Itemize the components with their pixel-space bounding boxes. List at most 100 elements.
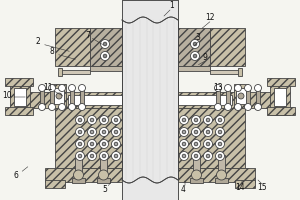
Bar — [5, 78, 33, 86]
Bar — [58, 68, 62, 76]
Bar — [90, 28, 122, 66]
Bar — [274, 88, 286, 106]
Bar — [216, 86, 220, 108]
Circle shape — [114, 118, 118, 122]
Text: 3: 3 — [196, 33, 200, 43]
Bar — [226, 86, 230, 108]
Circle shape — [179, 116, 188, 124]
Circle shape — [191, 128, 200, 136]
Circle shape — [217, 170, 226, 180]
Circle shape — [58, 84, 65, 92]
Circle shape — [79, 104, 86, 110]
Circle shape — [78, 154, 82, 158]
Circle shape — [214, 84, 221, 92]
Circle shape — [254, 84, 262, 92]
Circle shape — [215, 128, 224, 136]
Circle shape — [203, 140, 212, 148]
Bar — [52, 84, 66, 108]
Bar — [54, 88, 64, 104]
Bar — [122, 180, 178, 200]
Circle shape — [78, 118, 82, 122]
Bar — [55, 108, 122, 168]
Circle shape — [238, 93, 244, 99]
Text: 2: 2 — [36, 38, 40, 46]
Bar — [60, 70, 90, 74]
Circle shape — [49, 84, 56, 92]
Circle shape — [235, 104, 242, 110]
Text: 12: 12 — [205, 14, 215, 22]
Circle shape — [76, 140, 85, 148]
Circle shape — [194, 142, 198, 146]
Circle shape — [182, 118, 186, 122]
Circle shape — [76, 116, 85, 124]
Circle shape — [56, 93, 62, 99]
Bar — [236, 86, 240, 108]
Circle shape — [214, 104, 221, 110]
Circle shape — [218, 142, 222, 146]
Circle shape — [79, 84, 86, 92]
Circle shape — [193, 54, 197, 58]
Circle shape — [194, 154, 198, 158]
Circle shape — [215, 116, 224, 124]
Circle shape — [190, 51, 200, 60]
Bar — [10, 80, 30, 115]
Circle shape — [203, 152, 212, 160]
Circle shape — [90, 118, 94, 122]
Circle shape — [114, 142, 118, 146]
Circle shape — [193, 42, 197, 46]
Bar — [218, 155, 225, 180]
Circle shape — [194, 130, 198, 134]
Circle shape — [58, 104, 65, 110]
Bar — [256, 86, 260, 108]
Circle shape — [254, 104, 262, 110]
Circle shape — [100, 116, 109, 124]
Bar — [122, 0, 178, 200]
Circle shape — [191, 152, 200, 160]
Circle shape — [191, 116, 200, 124]
Bar — [45, 168, 125, 182]
Circle shape — [90, 142, 94, 146]
Bar — [60, 86, 64, 108]
Circle shape — [224, 84, 232, 92]
Bar — [50, 86, 54, 108]
Bar — [5, 107, 33, 115]
Text: 1: 1 — [169, 1, 174, 10]
Text: 4: 4 — [181, 186, 185, 194]
Text: 8: 8 — [50, 47, 54, 56]
Circle shape — [191, 170, 202, 180]
Bar — [267, 78, 295, 86]
Circle shape — [203, 128, 212, 136]
Text: 15: 15 — [257, 184, 267, 192]
Circle shape — [102, 118, 106, 122]
Circle shape — [112, 128, 121, 136]
Circle shape — [179, 152, 188, 160]
Circle shape — [190, 40, 200, 48]
Circle shape — [98, 170, 109, 180]
Circle shape — [102, 154, 106, 158]
Circle shape — [103, 42, 107, 46]
Bar — [178, 95, 232, 105]
Circle shape — [203, 116, 212, 124]
Circle shape — [244, 84, 251, 92]
Circle shape — [112, 116, 121, 124]
Bar — [193, 155, 200, 180]
Bar — [178, 108, 245, 168]
Bar — [75, 155, 82, 180]
Circle shape — [78, 130, 82, 134]
Bar — [175, 168, 255, 182]
Text: 10: 10 — [2, 90, 12, 99]
Bar — [80, 86, 84, 108]
Bar — [45, 180, 65, 188]
Circle shape — [179, 140, 188, 148]
Circle shape — [206, 142, 210, 146]
Circle shape — [235, 84, 242, 92]
Circle shape — [68, 84, 76, 92]
Circle shape — [88, 116, 97, 124]
Bar — [122, 0, 178, 20]
Text: 11: 11 — [43, 84, 53, 92]
Bar — [236, 88, 246, 104]
Text: 6: 6 — [14, 170, 18, 180]
Bar — [215, 178, 228, 183]
Bar — [70, 86, 74, 108]
Circle shape — [78, 142, 82, 146]
